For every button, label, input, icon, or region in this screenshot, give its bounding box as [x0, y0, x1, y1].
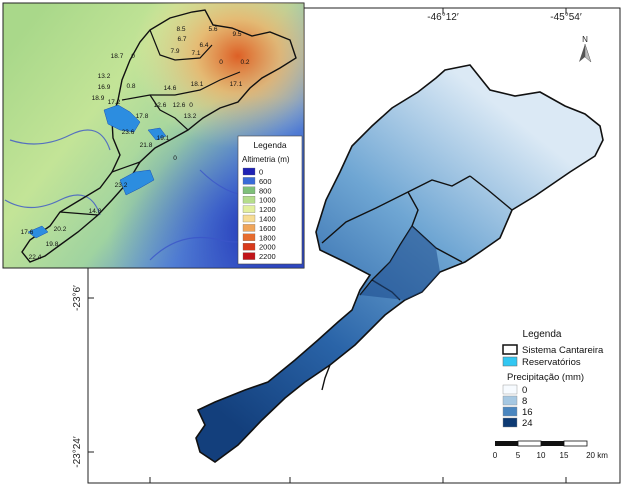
- lon-label-1: -46°12′: [427, 12, 459, 23]
- station-value: 13.2: [184, 113, 197, 120]
- precip-label-16: 16: [522, 407, 533, 418]
- elev-swatch-0: [242, 167, 256, 176]
- precip-zone-high: [360, 226, 440, 300]
- station-value: 21.8: [140, 142, 153, 149]
- precip-label-24: 24: [522, 418, 533, 429]
- svg-text:N: N: [582, 35, 588, 44]
- inset-reservoirs: [27, 104, 167, 239]
- lat-label-2: -23°24′: [72, 436, 83, 468]
- elev-swatch-1200: [242, 205, 256, 213]
- station-value: 13.2: [98, 73, 111, 80]
- station-value: 14.8: [89, 208, 102, 215]
- station-value: 17.8: [136, 113, 149, 120]
- elev-swatch-2200: [242, 252, 256, 260]
- precip-label-0: 0: [522, 385, 527, 396]
- station-value: 18.7: [111, 53, 124, 60]
- station-value: 7.9: [170, 48, 179, 55]
- station-value: 17.1: [230, 81, 243, 88]
- precip-swatch-24: [502, 417, 518, 428]
- elev-label-800: 800: [259, 186, 272, 195]
- precip-swatch-0: [502, 384, 518, 395]
- station-value: 0.8: [126, 83, 135, 90]
- legend-boundary-swatch: [502, 344, 518, 355]
- station-value: 6.7: [177, 36, 186, 43]
- station-value: 17.2: [108, 99, 121, 106]
- elev-swatch-1800: [242, 233, 256, 241]
- station-value: 19.8: [46, 241, 59, 248]
- lon-label-2: -45°54′: [550, 12, 582, 23]
- station-value: 23.6: [122, 129, 135, 136]
- elev-swatch-2000: [242, 243, 256, 251]
- elev-swatch-1600: [242, 224, 256, 232]
- scale-tick-3: 15: [560, 451, 569, 460]
- station-value: 18.9: [92, 95, 105, 102]
- station-value: 5.6: [208, 26, 217, 33]
- inset-basin-outline: [21, 9, 297, 263]
- scale-tick-4: 20 km: [586, 451, 608, 460]
- station-value: 7.1: [191, 50, 200, 57]
- station-value: 0: [173, 155, 177, 162]
- legend-boundary-label: Sistema Cantareira: [522, 345, 604, 356]
- station-value: 8.5: [176, 26, 185, 33]
- station-value: 20.2: [54, 226, 67, 233]
- scale-tick-0: 0: [493, 451, 498, 460]
- elev-label-1000: 1000: [259, 196, 276, 205]
- station-value: 12.6: [173, 102, 186, 109]
- station-value: 22.4: [29, 254, 42, 261]
- station-value: 19.1: [157, 135, 170, 142]
- scale-bar: 0 5 10 15 20 km: [493, 440, 608, 460]
- station-value: 6.4: [199, 42, 208, 49]
- precip-swatch-16: [502, 406, 518, 417]
- legend-precip-title: Precipitação (mm): [507, 372, 584, 383]
- station-value: 12.6: [154, 102, 167, 109]
- elev-swatch-1400: [242, 214, 256, 223]
- station-value: 0.2: [240, 59, 249, 66]
- elev-swatch-600: [242, 177, 256, 185]
- legend-reservoir-label: Reservatórios: [522, 357, 581, 368]
- station-value: 0: [131, 53, 135, 60]
- inset-legend-subtitle: Altimetria (m): [242, 155, 290, 164]
- elev-swatch-800: [242, 186, 256, 194]
- elev-label-600: 600: [259, 177, 272, 186]
- legend-reservoir-swatch: [502, 356, 518, 367]
- station-value: 0: [219, 59, 223, 66]
- scale-tick-2: 10: [537, 451, 546, 460]
- precip-label-8: 8: [522, 396, 527, 407]
- station-value: 9.5: [232, 31, 241, 38]
- elev-label-2200: 2200: [259, 252, 276, 261]
- legend-title: Legenda: [523, 329, 562, 340]
- elevation-inset: 8.5 5.6 9.5 6.7 6.4 18.7 0 7.9 7.1 0 0.2 13.2 0.8 14.…: [2, 2, 305, 269]
- scale-tick-1: 5: [516, 451, 521, 460]
- inset-legend-title: Legenda: [253, 140, 286, 150]
- station-value: 17.6: [21, 229, 34, 236]
- elev-label-0: 0: [259, 168, 263, 177]
- elev-label-1600: 1600: [259, 224, 276, 233]
- elev-swatch-1000: [242, 196, 256, 204]
- station-value: 18.1: [191, 81, 204, 88]
- elev-label-1200: 1200: [259, 205, 276, 214]
- lat-label-1: -23°6′: [72, 285, 83, 311]
- station-value: 23.2: [115, 182, 128, 189]
- station-value: 0: [189, 102, 193, 109]
- graticule-ticks: [88, 8, 567, 483]
- precip-swatch-8: [502, 395, 518, 406]
- station-value: 16.9: [98, 84, 111, 91]
- main-legend: Legenda Sistema Cantareira Reservatórios…: [502, 329, 604, 429]
- station-value: 14.6: [164, 85, 177, 92]
- north-arrow: N: [579, 35, 592, 63]
- sub-basin-boundaries: [321, 175, 513, 391]
- elev-label-1400: 1400: [259, 215, 276, 224]
- elev-label-1800: 1800: [259, 233, 276, 242]
- elev-label-2000: 2000: [259, 243, 276, 252]
